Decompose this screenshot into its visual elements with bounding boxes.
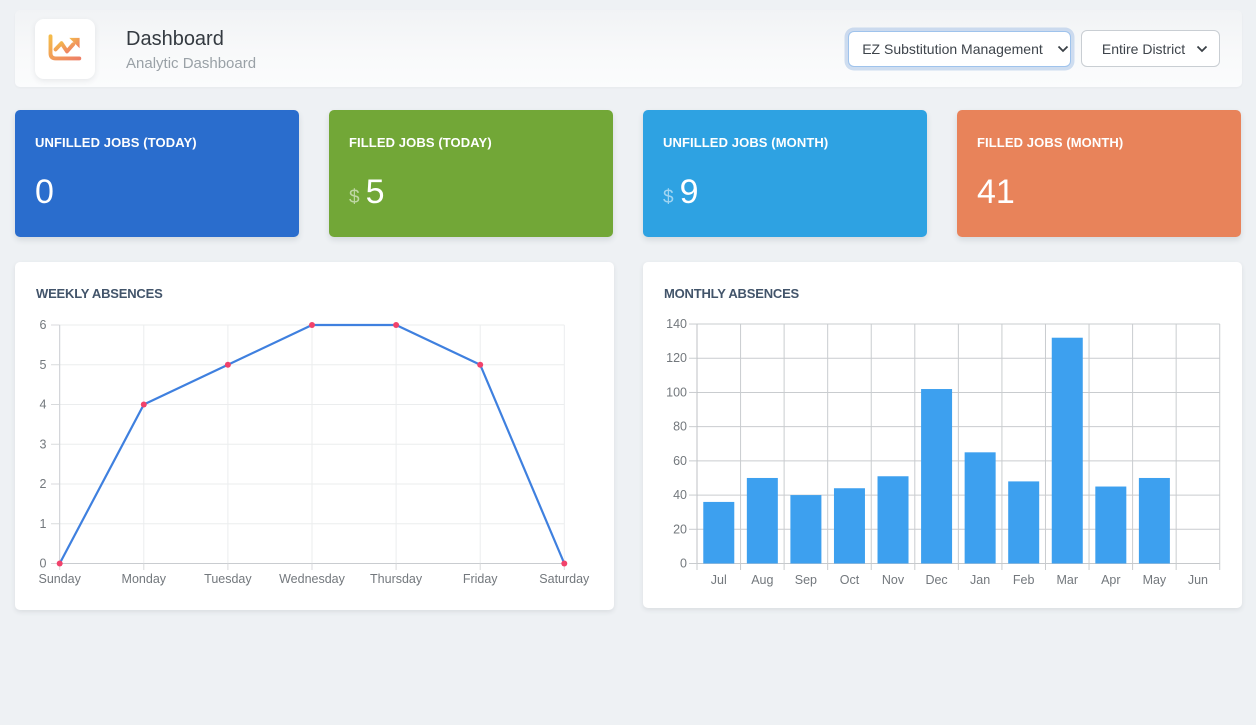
- svg-text:Sunday: Sunday: [38, 572, 81, 586]
- svg-text:80: 80: [673, 420, 687, 434]
- svg-text:Nov: Nov: [882, 573, 905, 587]
- svg-text:Wednesday: Wednesday: [279, 572, 346, 586]
- svg-text:0: 0: [680, 557, 687, 571]
- svg-text:Friday: Friday: [463, 572, 498, 586]
- svg-text:1: 1: [40, 517, 47, 531]
- svg-text:Jul: Jul: [711, 573, 727, 587]
- svg-text:Tuesday: Tuesday: [204, 572, 252, 586]
- svg-text:Jun: Jun: [1188, 573, 1208, 587]
- svg-text:Saturday: Saturday: [539, 572, 590, 586]
- svg-text:60: 60: [673, 454, 687, 468]
- svg-text:Monday: Monday: [122, 572, 167, 586]
- svg-text:Oct: Oct: [840, 573, 860, 587]
- svg-text:0: 0: [40, 557, 47, 571]
- svg-text:Thursday: Thursday: [370, 572, 423, 586]
- svg-text:Aug: Aug: [751, 573, 773, 587]
- svg-text:May: May: [1143, 573, 1167, 587]
- svg-text:Dec: Dec: [925, 573, 947, 587]
- svg-text:40: 40: [673, 488, 687, 502]
- svg-text:Feb: Feb: [1013, 573, 1035, 587]
- svg-text:100: 100: [666, 385, 687, 399]
- svg-text:120: 120: [666, 351, 687, 365]
- svg-text:20: 20: [673, 522, 687, 536]
- svg-text:Apr: Apr: [1101, 573, 1120, 587]
- svg-text:4: 4: [40, 398, 47, 412]
- svg-text:5: 5: [40, 358, 47, 372]
- svg-text:2: 2: [40, 477, 47, 491]
- svg-text:Mar: Mar: [1056, 573, 1078, 587]
- svg-text:6: 6: [40, 318, 47, 332]
- svg-text:Jan: Jan: [970, 573, 990, 587]
- svg-text:140: 140: [666, 317, 687, 331]
- svg-text:3: 3: [40, 437, 47, 451]
- svg-text:Sep: Sep: [795, 573, 817, 587]
